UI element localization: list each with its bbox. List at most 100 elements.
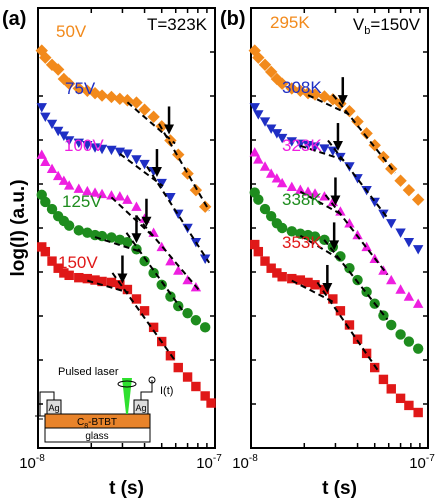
data-point	[198, 200, 212, 213]
series-100v	[36, 149, 202, 292]
lens-icon	[117, 380, 137, 388]
data-point	[199, 254, 211, 264]
data-point	[402, 183, 416, 197]
x-tick-exponent: -7	[426, 453, 435, 464]
transit-arrow-head	[117, 273, 128, 284]
series-150v	[37, 242, 216, 408]
data-point	[412, 343, 424, 354]
data-point	[386, 384, 396, 394]
left-wire	[39, 391, 55, 416]
condition-label: T=323K	[147, 15, 208, 34]
fit-line-plateau	[307, 94, 350, 116]
data-point	[122, 236, 133, 248]
data-point	[156, 178, 167, 189]
data-point	[411, 193, 425, 206]
data-point	[165, 291, 176, 302]
data-point	[412, 245, 424, 255]
condition-base: V	[353, 15, 365, 34]
data-point	[275, 77, 289, 90]
data-point	[310, 280, 320, 290]
data-point	[81, 84, 94, 97]
data-point	[328, 294, 338, 304]
x-tick-exponent: -8	[249, 453, 258, 464]
data-point	[147, 110, 160, 124]
data-point	[182, 307, 193, 319]
data-point	[64, 270, 74, 281]
data-point	[271, 129, 283, 139]
data-point	[206, 398, 216, 408]
data-point	[413, 407, 423, 418]
data-point	[276, 177, 288, 188]
x-tick-exponent: -7	[213, 453, 222, 464]
data-point	[181, 167, 194, 180]
data-point	[106, 145, 117, 156]
data-point	[96, 188, 108, 199]
data-point	[63, 180, 75, 190]
data-point	[182, 274, 193, 285]
panel-label: (b)	[220, 8, 246, 30]
transit-arrow-head	[164, 124, 175, 135]
data-point	[173, 362, 183, 373]
fit-line-decay	[316, 281, 380, 373]
data-point	[395, 284, 406, 294]
condition-label: Vb=150V	[353, 15, 421, 37]
data-point	[156, 279, 167, 290]
data-point	[139, 306, 150, 316]
data-point	[344, 263, 355, 274]
film-label: C8-BTBT	[77, 417, 117, 430]
data-point	[190, 315, 202, 326]
data-point	[249, 103, 260, 113]
data-point	[106, 232, 117, 243]
panel-label: (a)	[2, 8, 26, 30]
data-point	[173, 265, 184, 275]
fit-line-decay	[158, 123, 211, 212]
fit-line-plateau	[299, 234, 341, 261]
data-point	[122, 149, 133, 159]
x-tick-label: 10-8	[232, 453, 258, 472]
data-point	[309, 142, 321, 152]
data-point	[52, 170, 64, 181]
data-point	[114, 191, 126, 201]
series-label: 353K	[282, 233, 322, 252]
data-point	[122, 284, 133, 295]
x-tick-exponent: -8	[36, 453, 45, 464]
data-point	[121, 94, 134, 107]
data-point	[82, 185, 93, 196]
fit-line-decay	[324, 194, 389, 276]
laser-label: Pulsed laser	[58, 366, 119, 378]
data-point	[303, 277, 313, 288]
data-point	[319, 284, 330, 295]
data-point	[253, 110, 264, 120]
data-point	[344, 320, 355, 330]
transit-arrow-head	[151, 167, 162, 178]
data-point	[386, 274, 397, 285]
series-label: 295K	[270, 13, 310, 32]
data-point	[46, 119, 58, 130]
data-point	[40, 196, 51, 208]
fit-line-decay	[111, 272, 176, 361]
data-point	[165, 193, 176, 203]
data-point	[276, 133, 288, 144]
right-wire	[140, 380, 153, 400]
fit-line-decay	[331, 93, 397, 174]
data-point	[378, 310, 389, 321]
current-label: I(t)	[160, 385, 173, 397]
data-point	[39, 51, 52, 64]
data-point	[403, 237, 415, 248]
data-point	[403, 291, 415, 301]
data-point	[335, 306, 346, 316]
data-point	[286, 226, 297, 237]
data-point	[40, 156, 51, 166]
panel-a: 10-8 10-7t (s)log(I) (a.u.)(a) T=323K50V75…	[2, 7, 222, 499]
substrate-label: glass	[85, 431, 108, 442]
data-point	[370, 362, 380, 373]
series-338k	[249, 187, 424, 354]
fit-line-decay	[327, 139, 389, 219]
data-point	[295, 139, 306, 149]
data-point	[295, 184, 306, 194]
data-point	[89, 187, 101, 197]
data-point	[378, 374, 389, 385]
fit-line-plateau	[300, 144, 345, 161]
data-point	[271, 173, 283, 183]
